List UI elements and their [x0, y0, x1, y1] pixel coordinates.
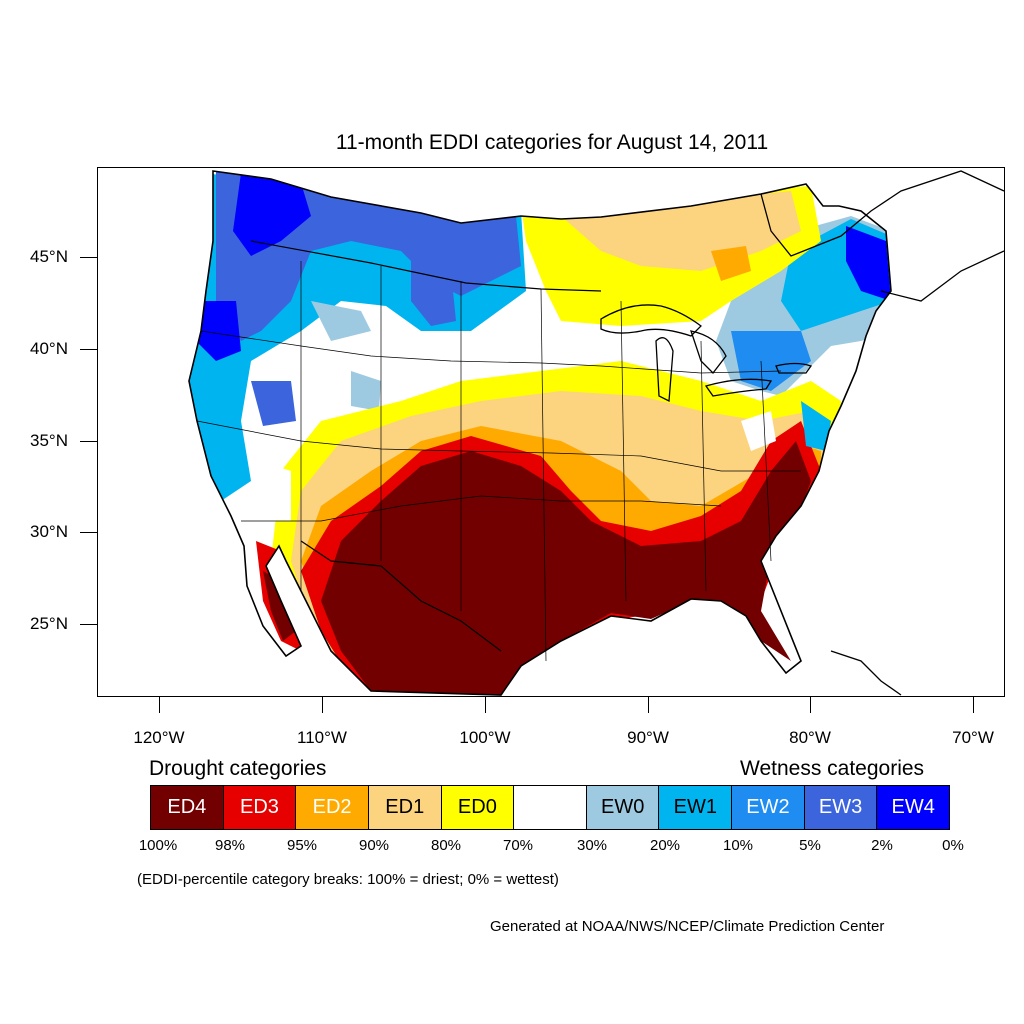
percentile-label: 80%	[430, 837, 462, 854]
map-title: 11-month EDDI categories for August 14, …	[335, 131, 769, 154]
legend-box-ew2: EW2	[732, 786, 805, 829]
percentile-label: 70%	[502, 837, 534, 854]
percentile-label: 0%	[942, 837, 964, 854]
wetness-heading: Wetness categories	[740, 757, 925, 780]
lon-tick	[648, 696, 649, 713]
map-frame	[97, 167, 1005, 697]
lon-label: 90°W	[627, 728, 669, 747]
category-note: (EDDI-percentile category breaks: 100% =…	[137, 871, 559, 888]
legend-box-ew4: EW4	[877, 786, 950, 829]
category-legend: ED4 ED3 ED2 ED1 ED0 EW0 EW1 EW2 EW3 EW4	[150, 785, 950, 830]
percentile-label: 95%	[286, 837, 318, 854]
lat-tick	[80, 257, 97, 258]
percentile-label: 30%	[576, 837, 608, 854]
credit-line: Generated at NOAA/NWS/NCEP/Climate Predi…	[490, 918, 885, 935]
percentile-label: 98%	[214, 837, 246, 854]
lon-label: 110°W	[297, 728, 347, 747]
lon-tick	[322, 696, 323, 713]
eddi-map	[188, 170, 1004, 696]
lon-tick	[159, 696, 160, 713]
legend-box-neutral	[514, 786, 587, 829]
lat-tick	[80, 349, 97, 350]
lat-tick	[80, 532, 97, 533]
percentile-label: 5%	[799, 837, 821, 854]
lon-label: 80°W	[789, 728, 831, 747]
legend-box-ew3: EW3	[804, 786, 878, 829]
percentile-label: 90%	[358, 837, 390, 854]
lon-tick	[973, 696, 974, 713]
lon-tick	[485, 696, 486, 713]
legend-box-ew0: EW0	[586, 786, 660, 829]
drought-heading: Drought categories	[149, 757, 327, 780]
legend-box-ed1: ED1	[368, 786, 442, 829]
legend-box-ed0: ED0	[441, 786, 515, 829]
legend-box-ew1: EW1	[659, 786, 733, 829]
lon-label: 100°W	[459, 728, 511, 747]
lat-label: 45°N	[30, 247, 68, 266]
legend-box-ed4: ED4	[151, 786, 224, 829]
lat-label: 40°N	[30, 339, 68, 358]
lat-label: 25°N	[30, 614, 68, 633]
percentile-label: 10%	[722, 837, 754, 854]
legend-box-ed3: ED3	[223, 786, 297, 829]
percentile-label: 2%	[871, 837, 893, 854]
percentile-label: 20%	[649, 837, 681, 854]
percentile-label: 100%	[138, 837, 178, 854]
lat-tick	[80, 624, 97, 625]
lat-label: 35°N	[30, 431, 68, 450]
lon-tick	[810, 696, 811, 713]
lon-label: 120°W	[133, 728, 185, 747]
lon-label: 70°W	[952, 728, 994, 747]
lat-label: 30°N	[30, 522, 68, 541]
legend-box-ed2: ED2	[296, 786, 369, 829]
lat-tick	[80, 441, 97, 442]
